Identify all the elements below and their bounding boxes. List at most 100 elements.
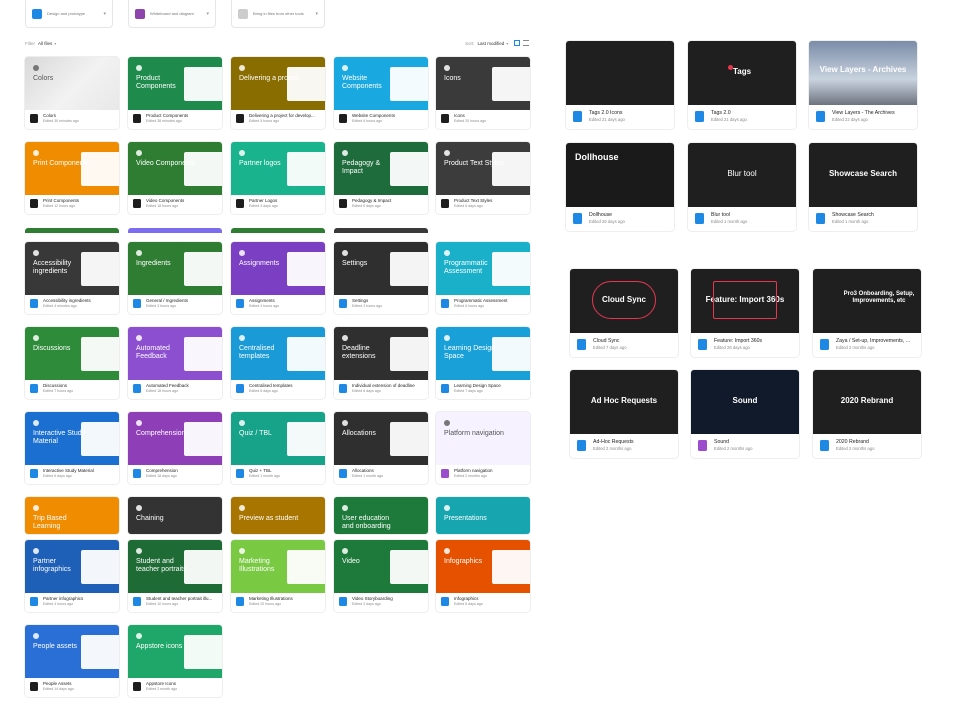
thumbnail-title: Infographics	[444, 558, 483, 565]
file-card[interactable]: Icons Icons Edited 20 hours ago	[436, 57, 530, 129]
file-card[interactable]: Programmatic Assessment Programmatic Asse…	[436, 242, 530, 314]
file-card[interactable]: Website Components Website Components Edit…	[334, 57, 428, 129]
file-thumbnail: Learning Design Space	[436, 327, 530, 380]
thumbnail-mockup	[184, 67, 222, 101]
file-card[interactable]: Tags 2.0 Icons Edited 21 days ago	[566, 41, 674, 129]
grid-view-icon[interactable]	[514, 40, 521, 46]
file-card[interactable]: People assets People Assets Edited 14 days…	[25, 625, 119, 697]
file-card[interactable]: Assignments Assignments Edited 4 hours ago	[231, 242, 325, 314]
file-card[interactable]: 2020 Rebrand 2020 Rebrand Edited 2 months …	[813, 370, 921, 458]
thumbnail-title: Icons	[444, 75, 461, 82]
file-card[interactable]: Delivering a project Delivering a project…	[231, 57, 325, 129]
file-card[interactable]: Trip Based Learning	[25, 497, 119, 534]
thumbnail-title: Interactive Study Material	[33, 430, 86, 445]
thumbnail-mockup	[492, 252, 530, 286]
thumbnail-mockup	[184, 550, 222, 584]
file-card[interactable]: View Layers - Archives View Layers - The …	[809, 41, 917, 129]
file-card[interactable]: Allocations Allocations Edited 1 month ago	[334, 412, 428, 484]
file-card[interactable]: Appstore icons Appstore Icons Edited 2 mon…	[128, 625, 222, 697]
design-file-icon	[573, 213, 582, 224]
sort-value[interactable]: Last modified	[477, 40, 505, 46]
file-card[interactable]: Video Components Video Components Edited 1…	[128, 142, 222, 214]
whiteboard-file-icon	[698, 440, 707, 451]
file-card[interactable]: Ingredients General / Ingredients Edited 3…	[128, 242, 222, 314]
file-card[interactable]: Dollhouse Dollhouse Edited 26 days ago	[566, 143, 674, 231]
thumbnail-title: Ad Hoc Requests	[590, 396, 658, 405]
file-thumbnail: Tags	[688, 41, 796, 105]
file-card[interactable]: Pro3 Onboarding, Setup, Improvements, et…	[813, 269, 921, 357]
file-card[interactable]: Sound Sound Edited 2 months ago	[691, 370, 799, 458]
file-thumbnail: Comprehension	[128, 412, 222, 465]
list-view-icon[interactable]	[523, 40, 530, 46]
file-card[interactable]: Student and teacher portraits Student and…	[128, 540, 222, 612]
file-card[interactable]: Print Components Print Components Edited 1…	[25, 142, 119, 214]
file-card[interactable]: Automated Feedback Automated Feedback Edit…	[128, 327, 222, 399]
thumbnail-title: Cloud Sync	[601, 295, 646, 304]
thumbnail-title: Trip Based Learning	[33, 515, 67, 530]
create-option-card[interactable]: Bring in files from other tools ▾	[231, 0, 325, 28]
thumbnail-mockup	[390, 152, 428, 186]
file-meta: Video Storyboarding Edited 3 days ago	[334, 593, 428, 612]
design-file-icon	[577, 440, 586, 451]
design-file-icon	[30, 384, 38, 393]
thumbnail-glyph-icon	[342, 548, 348, 554]
file-card[interactable]: Quiz / TBL Quiz + TBL Edited 1 month ago	[231, 412, 325, 484]
file-card[interactable]: Presentations	[436, 497, 530, 534]
file-edited: Edited 38 minutes ago	[146, 119, 182, 123]
file-meta: Student and teacher portrait illu... Edit…	[128, 593, 222, 612]
sort-control[interactable]: Sort: Last modified ▾	[465, 38, 530, 48]
file-card[interactable]: Video Video Storyboarding Edited 3 days ag…	[334, 540, 428, 612]
create-option-card[interactable]: Whiteboard and diagram ▾	[128, 0, 216, 28]
file-card[interactable]: Partner infographics Partner infographics…	[25, 540, 119, 612]
thumbnail-glyph-icon	[342, 420, 348, 426]
file-card[interactable]: Tags Tags 2.0 Edited 21 days ago	[688, 41, 796, 129]
filter-value[interactable]: All files	[38, 40, 53, 46]
thumbnail-title: Blur tool	[727, 169, 757, 178]
thumbnail-glyph-icon	[239, 505, 245, 511]
thumbnail-glyph-icon	[136, 505, 142, 511]
design-file-icon	[441, 384, 449, 393]
file-card[interactable]: Deadline extensions Individual extension …	[334, 327, 428, 399]
file-card[interactable]: Product Components Product Components Edit…	[128, 57, 222, 129]
file-card[interactable]: Pedagogy & Impact Pedagogy & Impact Edited…	[334, 142, 428, 214]
file-edited: Edited 30 minutes ago	[43, 119, 79, 123]
file-edited: Edited 2 months ago	[836, 446, 875, 451]
thumbnail-title: Comprehension	[136, 430, 186, 437]
file-card[interactable]: Infographics Infographics Edited 6 days ag…	[436, 540, 530, 612]
thumbnail-glyph-icon	[444, 65, 450, 71]
file-card-stub	[128, 228, 222, 233]
file-card[interactable]: Learning Design Space Learning Design Spa…	[436, 327, 530, 399]
file-card[interactable]: Comprehension Comprehension Edited 18 days…	[128, 412, 222, 484]
thumbnail-title: Chaining	[136, 515, 164, 522]
file-card[interactable]: Cloud Sync Cloud Sync Edited 7 days ago	[570, 269, 678, 357]
file-card[interactable]: Centralised templates Centralised templat…	[231, 327, 325, 399]
file-card[interactable]: Platform navigation Platform navigation Ed…	[436, 412, 530, 484]
file-card[interactable]: Preview as student	[231, 497, 325, 534]
chevron-down-icon: ▾	[103, 10, 106, 17]
thumbnail-title: 2020 Rebrand	[840, 396, 894, 405]
file-card[interactable]: Showcase Search Showcase Search Edited 1 m…	[809, 143, 917, 231]
filter-control[interactable]: Filter All files ▾	[25, 38, 56, 48]
file-meta: Colors Edited 30 minutes ago	[25, 110, 119, 129]
file-card[interactable]: Product Text Styles Product Text Styles Ed…	[436, 142, 530, 214]
create-option-card[interactable]: Design and prototype ▾	[25, 0, 113, 28]
thumbnail-mockup	[390, 67, 428, 101]
thumbnail-title: Deadline extensions	[342, 345, 376, 360]
file-card[interactable]: Colors Colors Edited 30 minutes ago	[25, 57, 119, 129]
file-card[interactable]: Accessibility ingredients Accessibility i…	[25, 242, 119, 314]
file-card[interactable]: Ad Hoc Requests Ad-Hoc Requests Edited 2 m…	[570, 370, 678, 458]
file-card[interactable]: Partner logos Partner Logos Edited 4 days …	[231, 142, 325, 214]
file-meta: Comprehension Edited 18 days ago	[128, 465, 222, 484]
file-card[interactable]: Feature: Import 360s Feature: Import 360s…	[691, 269, 799, 357]
file-card[interactable]: User education and onboarding	[334, 497, 428, 534]
file-card[interactable]: Discussions Discussions Edited 7 hours ago	[25, 327, 119, 399]
file-card[interactable]: Chaining	[128, 497, 222, 534]
file-card[interactable]: Blur tool Blur tool Edited 1 month ago	[688, 143, 796, 231]
thumbnail-mockup	[81, 422, 119, 456]
design-file-icon	[30, 299, 38, 308]
file-card[interactable]: Settings Settings Edited 3 hours ago	[334, 242, 428, 314]
file-card[interactable]: Marketing Illustrations Marketing Illustr…	[231, 540, 325, 612]
file-card[interactable]: Interactive Study Material Interactive St…	[25, 412, 119, 484]
thumbnail-glyph-icon	[239, 65, 245, 71]
